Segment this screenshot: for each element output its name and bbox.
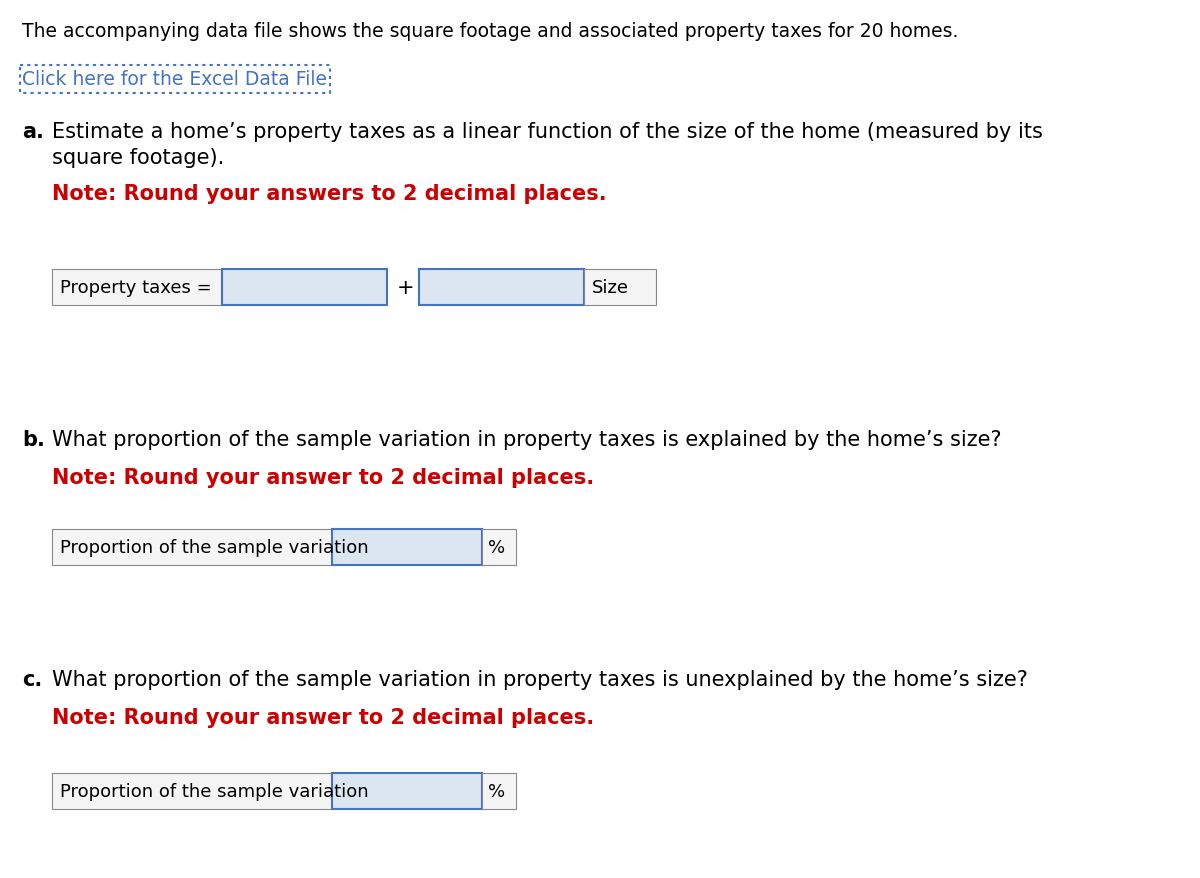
Bar (20, 66, 330, 94)
Text: Estimate a home’s property taxes as a linear function of the size of the home (m: Estimate a home’s property taxes as a li… (52, 122, 1043, 169)
Text: a.: a. (22, 122, 44, 142)
Text: The accompanying data file shows the square footage and associated property taxe: The accompanying data file shows the squ… (22, 22, 959, 41)
Text: Click here for the Excel Data File: Click here for the Excel Data File (22, 70, 326, 89)
Text: %: % (488, 538, 505, 557)
Bar (52, 774, 332, 810)
Text: Note: Round your answers to 2 decimal places.: Note: Round your answers to 2 decimal pl… (52, 184, 607, 204)
Text: Proportion of the sample variation: Proportion of the sample variation (60, 538, 368, 557)
Bar (482, 529, 516, 565)
Text: +: + (397, 277, 415, 298)
Text: Property taxes =: Property taxes = (60, 278, 211, 297)
Text: Proportion of the sample variation: Proportion of the sample variation (60, 782, 368, 800)
Bar (222, 270, 386, 306)
Bar (482, 774, 516, 810)
Bar (332, 774, 482, 810)
Bar (584, 270, 656, 306)
Text: What proportion of the sample variation in property taxes is unexplained by the : What proportion of the sample variation … (52, 669, 1028, 689)
Text: Note: Round your answer to 2 decimal places.: Note: Round your answer to 2 decimal pla… (52, 707, 594, 727)
Bar (52, 529, 332, 565)
Text: Note: Round your answer to 2 decimal places.: Note: Round your answer to 2 decimal pla… (52, 467, 594, 487)
Bar (419, 270, 584, 306)
Text: Size: Size (592, 278, 629, 297)
Text: What proportion of the sample variation in property taxes is explained by the ho: What proportion of the sample variation … (52, 429, 1002, 450)
Text: %: % (488, 782, 505, 800)
Bar (52, 270, 222, 306)
Bar (332, 529, 482, 565)
Text: b.: b. (22, 429, 44, 450)
Text: c.: c. (22, 669, 42, 689)
